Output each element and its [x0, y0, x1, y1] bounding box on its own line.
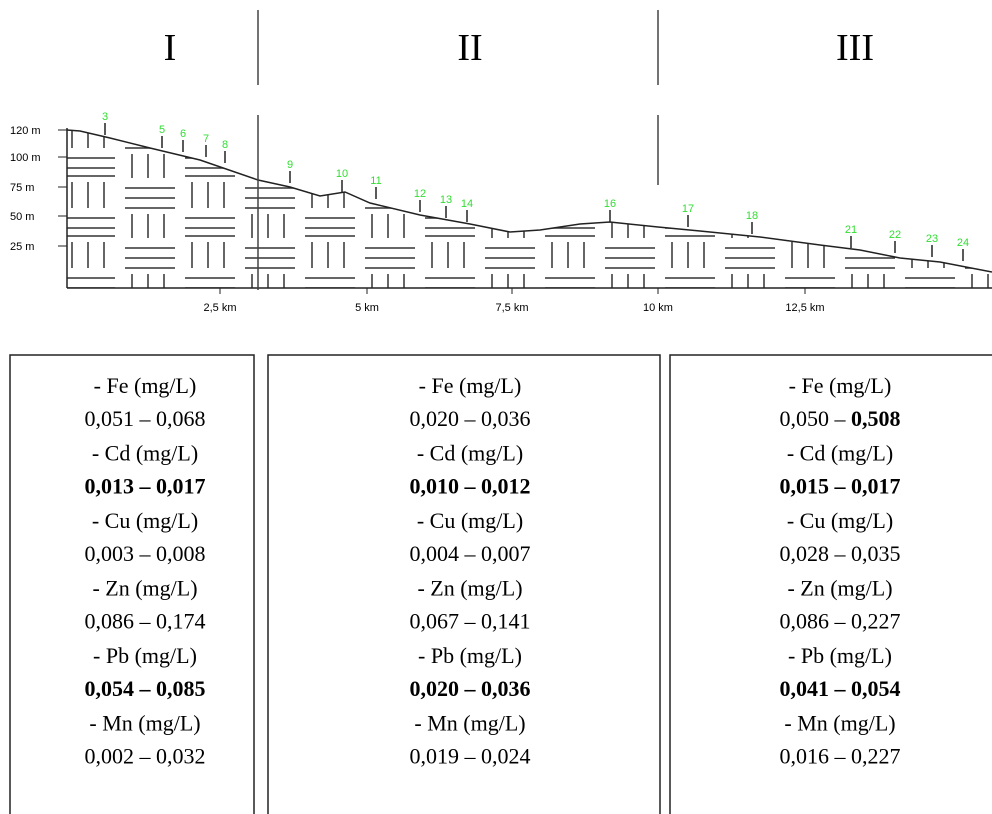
- sample-point: 23: [926, 233, 938, 245]
- element-label: - Cd (mg/L): [417, 441, 523, 466]
- x-label: 2,5 km: [203, 302, 236, 314]
- sample-point: 9: [287, 159, 293, 171]
- sample-point: 16: [604, 198, 616, 210]
- range-part: 0,019 – 0,024: [410, 744, 531, 769]
- element-range: 0,020 – 0,036: [410, 676, 531, 701]
- sample-point: 17: [682, 203, 694, 215]
- x-label: 7,5 km: [495, 302, 528, 314]
- y-label: 100 m: [10, 152, 41, 164]
- elevation-profile: [66, 128, 992, 289]
- x-label: 10 km: [643, 302, 673, 314]
- element-range: 0,004 – 0,007: [410, 541, 531, 566]
- range-part: 0,003 – 0,008: [85, 541, 206, 566]
- element-range: 0,086 – 0,174: [85, 609, 206, 634]
- y-label: 120 m: [10, 125, 41, 137]
- range-part: 0,028 – 0,035: [780, 541, 901, 566]
- sample-point: 6: [180, 128, 186, 140]
- range-part: 0,020 – 0,036: [410, 676, 531, 701]
- element-range: 0,002 – 0,032: [85, 744, 206, 769]
- zone-title: II: [457, 27, 482, 69]
- sample-point: 14: [461, 198, 473, 210]
- element-label: - Fe (mg/L): [419, 373, 522, 398]
- sample-point: 21: [845, 224, 857, 236]
- range-part: 0,086 – 0,174: [85, 609, 206, 634]
- element-label: - Cd (mg/L): [787, 441, 893, 466]
- element-range: 0,003 – 0,008: [85, 541, 206, 566]
- range-part: 0,508: [851, 406, 901, 431]
- element-label: - Mn (mg/L): [784, 711, 895, 736]
- range-part: 0,004 – 0,007: [410, 541, 531, 566]
- y-label: 25 m: [10, 241, 34, 253]
- element-label: - Zn (mg/L): [417, 576, 522, 601]
- element-label: - Cu (mg/L): [787, 508, 893, 533]
- sample-point: 8: [222, 139, 228, 151]
- sample-point: 12: [414, 188, 426, 200]
- element-range: 0,054 – 0,085: [85, 676, 206, 701]
- sample-point: 5: [159, 124, 165, 136]
- range-part: 0,016 – 0,227: [780, 744, 901, 769]
- element-range: 0,028 – 0,035: [780, 541, 901, 566]
- boxes: [9, 354, 992, 814]
- element-label: - Pb (mg/L): [788, 643, 892, 668]
- element-range: 0,016 – 0,227: [780, 744, 901, 769]
- element-label: - Pb (mg/L): [93, 643, 197, 668]
- y-label: 75 m: [10, 182, 34, 194]
- range-part: 0,086 – 0,227: [780, 609, 901, 634]
- range-part: 0,041 – 0,054: [780, 676, 901, 701]
- element-range: 0,013 – 0,017: [85, 474, 206, 499]
- range-part: 0,050 –: [780, 406, 852, 431]
- element-label: - Cu (mg/L): [417, 508, 523, 533]
- y-label: 50 m: [10, 211, 34, 223]
- element-range: 0,067 – 0,141: [410, 609, 531, 634]
- sample-point: 10: [336, 168, 348, 180]
- element-label: - Mn (mg/L): [414, 711, 525, 736]
- zone-title: III: [836, 27, 874, 69]
- range-part: 0,002 – 0,032: [85, 744, 206, 769]
- range-part: 0,010 – 0,012: [410, 474, 531, 499]
- zone-dividers: [257, 10, 659, 290]
- range-part: 0,015 – 0,017: [780, 474, 901, 499]
- zone-title: I: [164, 27, 177, 69]
- element-range: 0,010 – 0,012: [410, 474, 531, 499]
- sample-point: 18: [746, 210, 758, 222]
- element-range: 0,051 – 0,068: [85, 406, 206, 431]
- range-part: 0,054 – 0,085: [85, 676, 206, 701]
- range-part: 0,013 – 0,017: [85, 474, 206, 499]
- range-part: 0,051 – 0,068: [85, 406, 206, 431]
- element-range: 0,041 – 0,054: [780, 676, 901, 701]
- element-range: 0,086 – 0,227: [780, 609, 901, 634]
- element-label: - Zn (mg/L): [787, 576, 892, 601]
- x-label: 12,5 km: [785, 302, 824, 314]
- element-label: - Fe (mg/L): [789, 373, 892, 398]
- x-label: 5 km: [355, 302, 379, 314]
- sample-point: 22: [889, 229, 901, 241]
- sample-point: 24: [957, 237, 969, 249]
- element-label: - Zn (mg/L): [92, 576, 197, 601]
- sample-point: 11: [370, 175, 381, 187]
- range-part: 0,020 – 0,036: [410, 406, 531, 431]
- sample-point: 3: [102, 111, 108, 123]
- terrain-line: [66, 129, 992, 273]
- element-label: - Cd (mg/L): [92, 441, 198, 466]
- element-range: 0,020 – 0,036: [410, 406, 531, 431]
- element-label: - Pb (mg/L): [418, 643, 522, 668]
- sample-point: 13: [440, 194, 452, 206]
- element-label: - Fe (mg/L): [94, 373, 197, 398]
- element-range: 0,050 – 0,508: [780, 406, 901, 431]
- element-range: 0,015 – 0,017: [780, 474, 901, 499]
- range-part: 0,067 – 0,141: [410, 609, 531, 634]
- sample-point: 7: [203, 133, 209, 145]
- element-range: 0,019 – 0,024: [410, 744, 531, 769]
- ground-hatch: [67, 130, 992, 288]
- element-label: - Cu (mg/L): [92, 508, 198, 533]
- element-label: - Mn (mg/L): [89, 711, 200, 736]
